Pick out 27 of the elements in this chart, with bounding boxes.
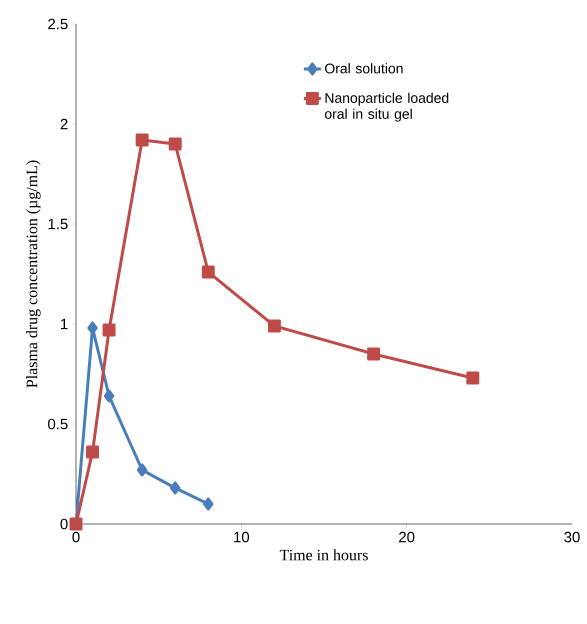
point xyxy=(168,138,182,150)
point xyxy=(268,320,281,332)
point xyxy=(87,322,98,334)
point xyxy=(202,266,215,278)
y-tick-label: 0 xyxy=(60,518,68,530)
y-tick-label: 1 xyxy=(61,318,68,330)
point xyxy=(104,390,114,402)
point xyxy=(136,464,148,476)
point xyxy=(367,348,380,360)
y-tick-label: 2.5 xyxy=(48,18,68,30)
x-tick-label: 30 xyxy=(564,532,580,542)
point xyxy=(203,498,214,510)
legend-label: Nanoparticle loaded oral in situ gel xyxy=(324,92,448,122)
y-tick-label: 0.5 xyxy=(48,418,68,430)
x-tick-label: 20 xyxy=(399,532,414,542)
y-tick-label: 1.5 xyxy=(48,218,68,230)
x-tick-label: 0 xyxy=(72,532,80,542)
x-axis-title: Time in hours xyxy=(280,549,368,560)
point xyxy=(136,134,149,146)
point xyxy=(102,324,116,336)
point xyxy=(170,482,180,494)
x-tick-label: 10 xyxy=(234,532,250,542)
y-axis-title: Plasma drug concentration (µg/mL) xyxy=(26,160,41,388)
point xyxy=(466,372,480,384)
point xyxy=(86,446,100,458)
legend-label: Oral solution xyxy=(325,63,403,74)
y-tick-label: 2 xyxy=(60,118,68,130)
